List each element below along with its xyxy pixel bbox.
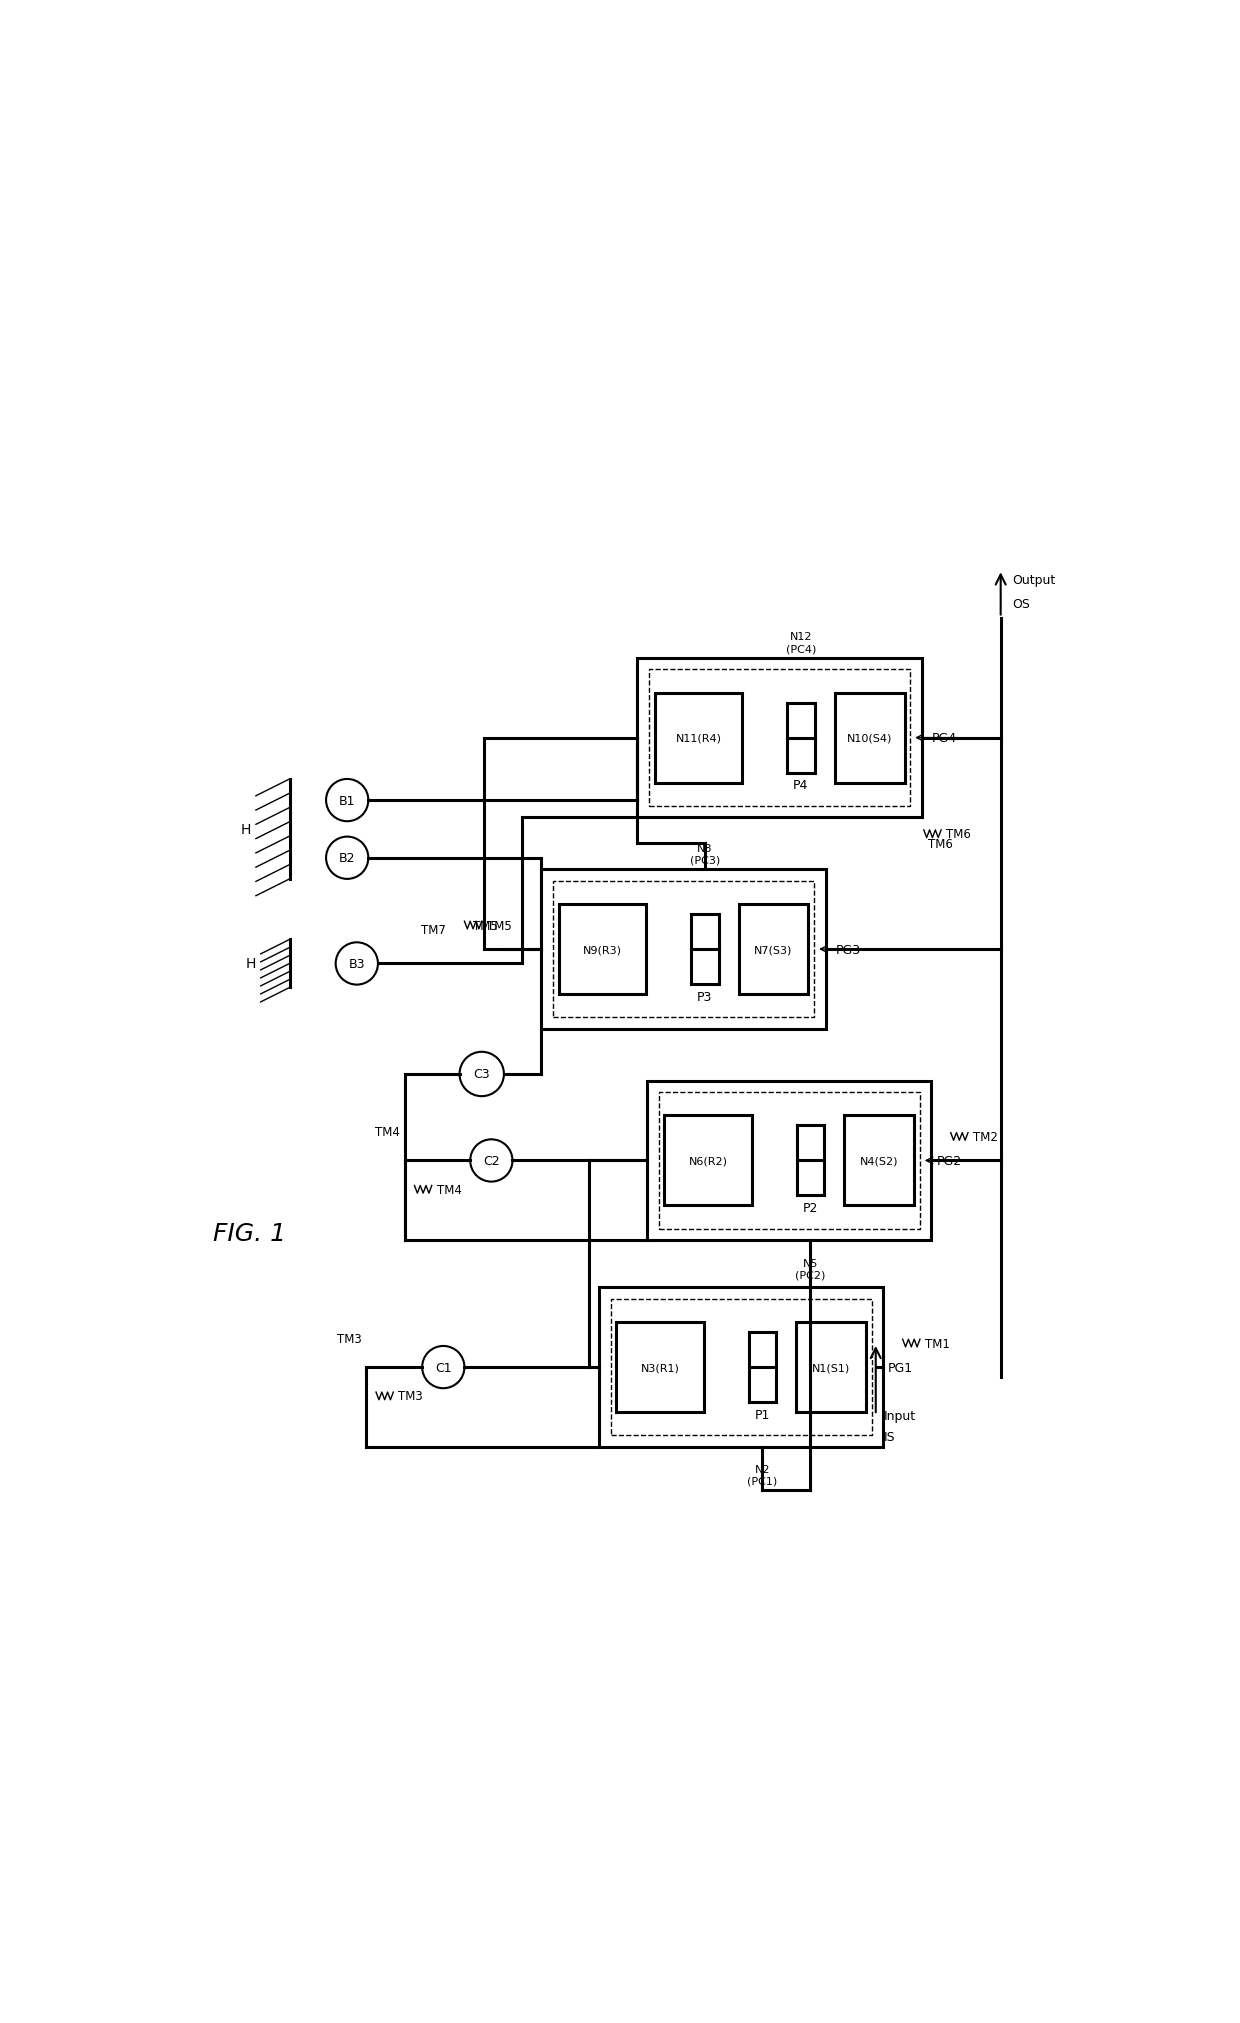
Text: TM3: TM3 (398, 1390, 423, 1402)
Bar (739, 904, 808, 995)
Text: Input: Input (883, 1408, 915, 1422)
Bar (637, 659, 921, 817)
Text: TM5: TM5 (474, 918, 498, 933)
Text: N5
(PC2): N5 (PC2) (795, 1258, 826, 1279)
Text: PG1: PG1 (888, 1361, 914, 1374)
Text: N12
(PC4): N12 (PC4) (786, 631, 816, 653)
Text: TM2: TM2 (973, 1131, 998, 1143)
Text: H: H (246, 957, 255, 971)
Text: N2
(PC1): N2 (PC1) (748, 1465, 777, 1487)
Text: H: H (241, 823, 250, 835)
Text: N9(R3): N9(R3) (583, 945, 621, 955)
Text: N11(R4): N11(R4) (676, 732, 722, 742)
Bar (665, 1117, 751, 1206)
Text: N10(S4): N10(S4) (847, 732, 893, 742)
Text: IS: IS (883, 1430, 895, 1442)
Text: TM4: TM4 (436, 1183, 461, 1196)
Text: C1: C1 (435, 1361, 451, 1374)
Text: P2: P2 (802, 1202, 818, 1214)
Text: N6(R2): N6(R2) (688, 1155, 728, 1165)
Text: N3(R1): N3(R1) (641, 1361, 680, 1372)
Text: FIG. 1: FIG. 1 (213, 1222, 285, 1244)
Text: TM7: TM7 (422, 925, 446, 937)
Text: B3: B3 (348, 957, 365, 971)
Text: B1: B1 (339, 795, 356, 807)
Text: N1(S1): N1(S1) (812, 1361, 851, 1372)
Bar (610, 1299, 872, 1436)
Text: TM3: TM3 (337, 1331, 362, 1345)
Text: P1: P1 (755, 1408, 770, 1420)
Bar (599, 1289, 883, 1446)
Bar (553, 882, 815, 1018)
Text: TM5: TM5 (486, 918, 511, 933)
Bar (844, 1117, 914, 1206)
Text: N8
(PC3): N8 (PC3) (689, 844, 720, 866)
Bar (835, 694, 905, 783)
Text: N7(S3): N7(S3) (754, 945, 792, 955)
Text: PG4: PG4 (931, 732, 956, 744)
Text: TM1: TM1 (925, 1337, 950, 1349)
Text: TM6: TM6 (946, 827, 971, 842)
Bar (542, 870, 826, 1030)
Bar (649, 670, 910, 807)
Bar (658, 1092, 920, 1230)
Bar (616, 1323, 704, 1412)
Bar (796, 1323, 866, 1412)
Text: TM4: TM4 (376, 1125, 401, 1139)
Text: PG2: PG2 (936, 1155, 961, 1167)
Text: Output: Output (1012, 573, 1055, 587)
Text: N4(S2): N4(S2) (861, 1155, 899, 1165)
Text: B2: B2 (339, 852, 356, 864)
Text: C2: C2 (484, 1155, 500, 1167)
Bar (655, 694, 743, 783)
Text: P3: P3 (697, 991, 713, 1003)
Text: P4: P4 (794, 779, 808, 791)
Text: OS: OS (1012, 597, 1030, 611)
Bar (647, 1080, 931, 1240)
Text: C3: C3 (474, 1068, 490, 1080)
Bar (558, 904, 646, 995)
Text: TM6: TM6 (928, 838, 952, 850)
Text: PG3: PG3 (836, 943, 861, 957)
